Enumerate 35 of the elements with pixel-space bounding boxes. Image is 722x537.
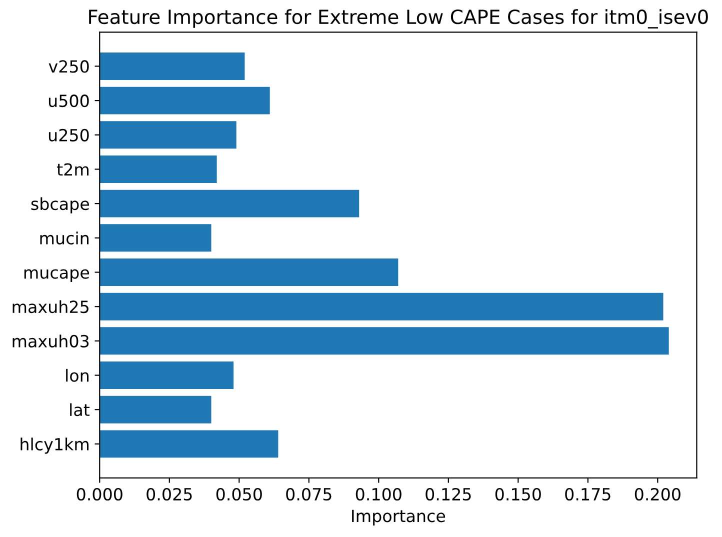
y-tick-label: sbcape [31,197,90,214]
y-tick-label: t2m [56,163,88,176]
y-tick-label: lat [70,403,90,416]
bar [100,430,278,458]
x-tick-label: 0.050 [216,488,262,501]
bar [100,86,270,114]
bar [100,52,245,80]
bar [100,362,234,389]
chart-title: Feature Importance for Extreme Low CAPE Cases for itm0_isev0 [89,9,708,28]
x-axis-title: Importance [352,510,446,526]
x-tick-label: 0.100 [356,488,402,501]
y-tick-label: mucape [24,269,90,282]
x-tick-label: 0.000 [76,488,122,501]
bar [100,327,669,355]
y-tick-label: u500 [48,94,89,108]
y-tick-label: u250 [48,128,89,142]
y-tick-label: maxuh03 [12,334,89,348]
bar [100,190,360,218]
y-tick-label: lon [66,368,88,382]
y-tick-label: v250 [48,60,89,73]
bar [100,155,217,183]
bar [100,224,212,252]
bar [100,121,236,149]
y-tick-label: hlcy1km [20,438,88,454]
x-tick-label: 0.150 [495,488,541,501]
x-tick-label: 0.025 [146,488,192,501]
x-tick-label: 0.200 [634,488,680,501]
bar [100,396,212,424]
x-tick-label: 0.125 [426,488,471,501]
y-tick-label: maxuh25 [12,300,88,314]
bar [100,292,664,320]
x-tick-label: 0.075 [286,488,332,501]
x-tick-label: 0.175 [565,488,610,501]
y-tick-label: mucin [40,232,88,244]
bar [100,258,398,286]
